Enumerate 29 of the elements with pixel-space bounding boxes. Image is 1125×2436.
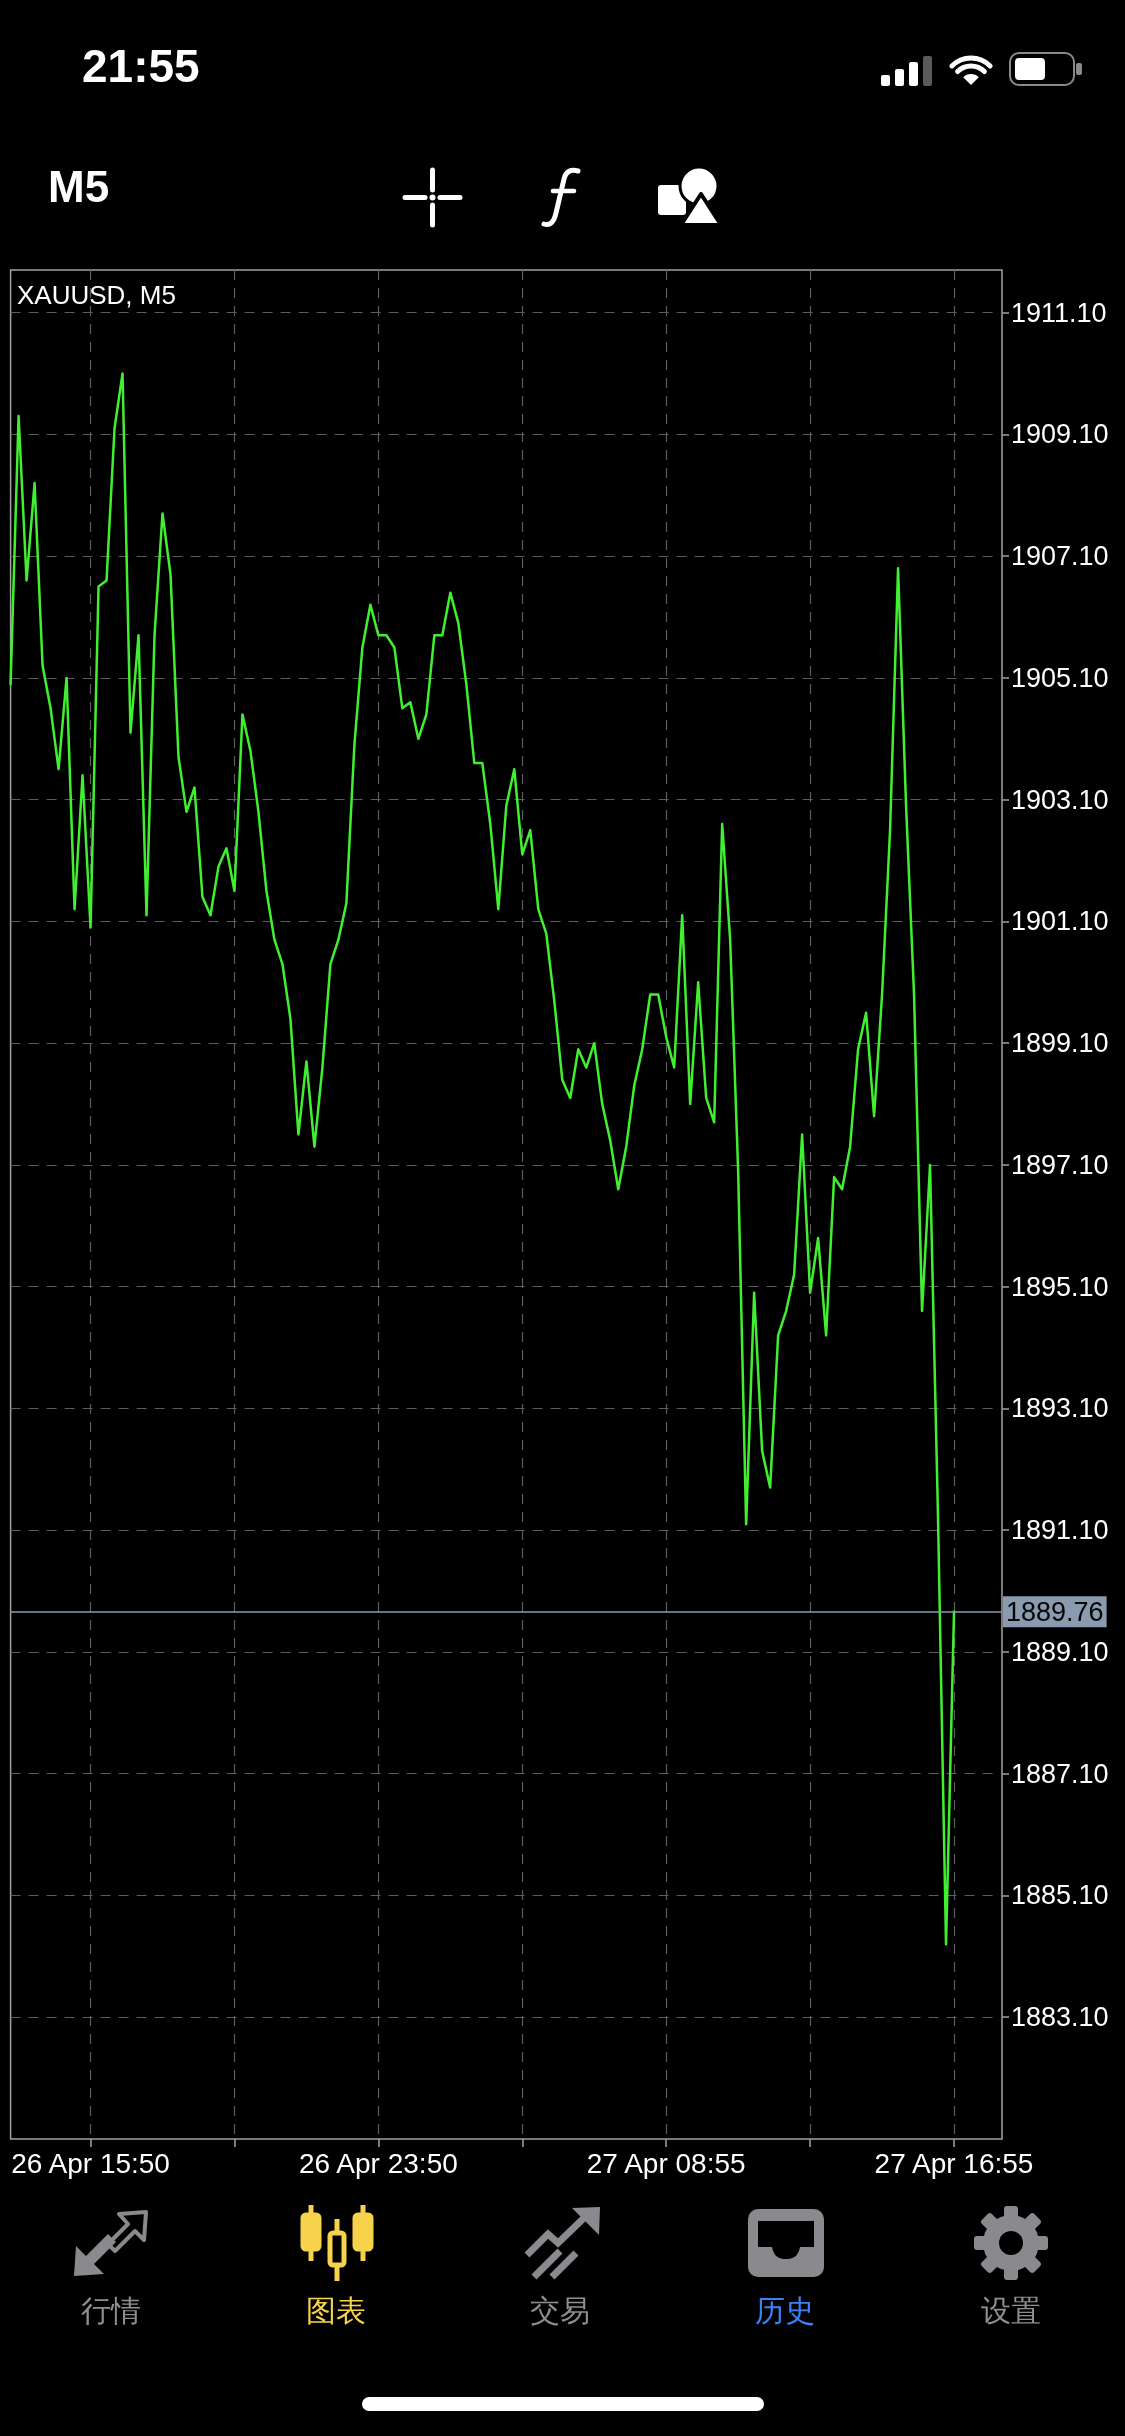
y-tick-label: 1911.10 <box>1011 297 1107 328</box>
y-tick-label: 1883.10 <box>1011 2002 1109 2033</box>
chart-title: XAUUSD, M5 <box>17 280 176 310</box>
y-tick-label: 1899.10 <box>1011 1028 1109 1059</box>
y-tick-label: 1903.10 <box>1011 784 1109 815</box>
y-tick-label: 1893.10 <box>1011 1393 1109 1424</box>
x-tick-label: 26 Apr 15:50 <box>11 2147 170 2179</box>
x-tick-label: 27 Apr 16:55 <box>874 2147 1034 2179</box>
y-tick-label: 1907.10 <box>1011 541 1109 572</box>
y-tick-label: 1889.10 <box>1011 1636 1109 1667</box>
line-series <box>9 372 956 1946</box>
text: M5 <box>48 162 110 211</box>
text: 设置 <box>981 2293 1041 2328</box>
y-tick-label: 1901.10 <box>1011 906 1109 937</box>
y-tick-label: 1891.10 <box>1011 1515 1109 1546</box>
text: 行情 <box>81 2293 141 2328</box>
x-tick-label: 26 Apr 23:50 <box>298 2147 458 2179</box>
text: 交易 <box>530 2293 590 2328</box>
y-tick-label: 1905.10 <box>1011 662 1109 693</box>
y-tick-label: 1887.10 <box>1011 1758 1109 1789</box>
y-tick-label: 1895.10 <box>1011 1271 1109 1302</box>
ref-line-label: 1889.76 <box>1006 1596 1104 1627</box>
text: 图表 <box>306 2293 366 2328</box>
text: 21:55 <box>82 40 200 92</box>
y-tick-label: 1909.10 <box>1011 419 1109 450</box>
y-tick-label: 1885.10 <box>1011 1880 1109 1911</box>
x-tick-label: 27 Apr 08:55 <box>586 2147 746 2179</box>
y-tick-label: 1897.10 <box>1011 1149 1109 1180</box>
text: 历史 <box>755 2293 815 2328</box>
